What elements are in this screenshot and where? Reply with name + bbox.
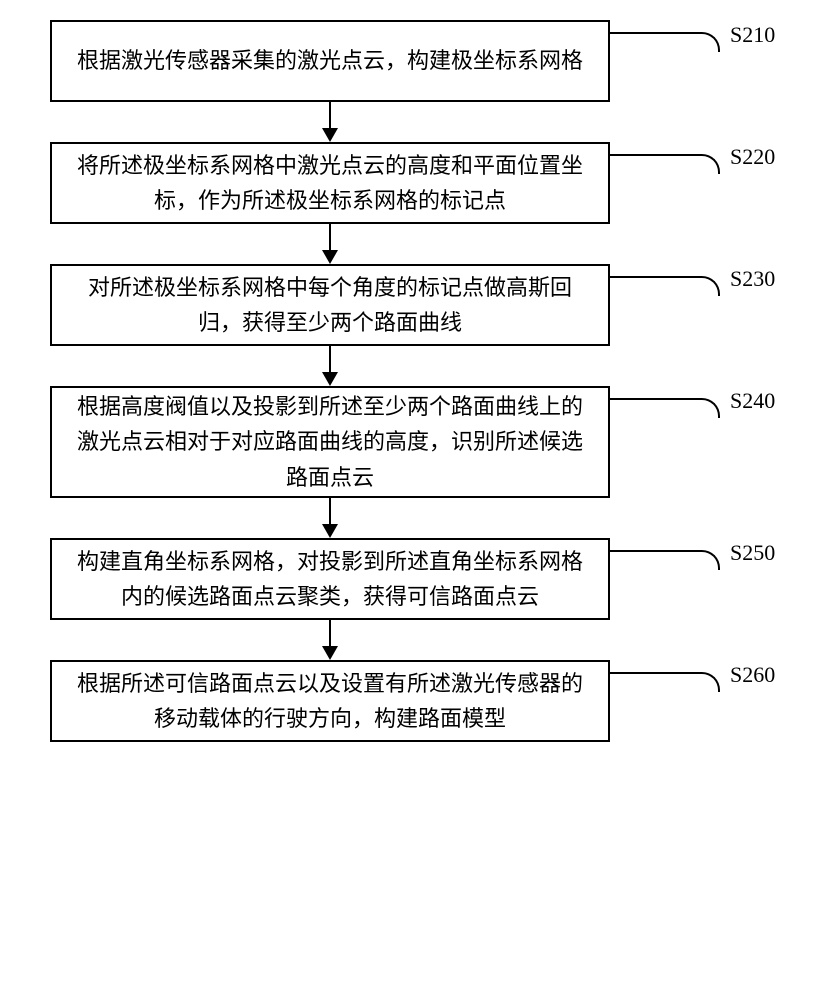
- step-box-s210: 根据激光传感器采集的激光点云，构建极坐标系网格: [50, 20, 610, 102]
- step-wrapper: 构建直角坐标系网格，对投影到所述直角坐标系网格内的候选路面点云聚类，获得可信路面…: [50, 538, 770, 620]
- flowchart-container: 根据激光传感器采集的激光点云，构建极坐标系网格 S210 将所述极坐标系网格中激…: [50, 20, 770, 742]
- step-text: 对所述极坐标系网格中每个角度的标记点做高斯回归，获得至少两个路面曲线: [72, 270, 588, 340]
- step-label-s250: S250: [730, 540, 775, 566]
- connector-line: [610, 32, 720, 52]
- step-label-s220: S220: [730, 144, 775, 170]
- arrow-wrapper: [50, 346, 610, 386]
- step-label-s260: S260: [730, 662, 775, 688]
- step-label-s210: S210: [730, 22, 775, 48]
- step-box-s260: 根据所述可信路面点云以及设置有所述激光传感器的移动载体的行驶方向，构建路面模型: [50, 660, 610, 742]
- step-label-s240: S240: [730, 388, 775, 414]
- arrow-wrapper: [50, 620, 610, 660]
- connector-line: [610, 550, 720, 570]
- arrow-down-icon: [322, 498, 338, 538]
- connector-line: [610, 398, 720, 418]
- step-text: 构建直角坐标系网格，对投影到所述直角坐标系网格内的候选路面点云聚类，获得可信路面…: [72, 544, 588, 614]
- step-wrapper: 对所述极坐标系网格中每个角度的标记点做高斯回归，获得至少两个路面曲线 S230: [50, 264, 770, 346]
- arrow-down-icon: [322, 102, 338, 142]
- connector-line: [610, 672, 720, 692]
- arrow-down-icon: [322, 346, 338, 386]
- step-text: 根据高度阀值以及投影到所述至少两个路面曲线上的激光点云相对于对应路面曲线的高度，…: [72, 389, 588, 495]
- connector-line: [610, 276, 720, 296]
- arrow-wrapper: [50, 224, 610, 264]
- step-text: 将所述极坐标系网格中激光点云的高度和平面位置坐标，作为所述极坐标系网格的标记点: [72, 148, 588, 218]
- step-box-s250: 构建直角坐标系网格，对投影到所述直角坐标系网格内的候选路面点云聚类，获得可信路面…: [50, 538, 610, 620]
- step-text: 根据激光传感器采集的激光点云，构建极坐标系网格: [77, 43, 583, 78]
- step-label-s230: S230: [730, 266, 775, 292]
- step-wrapper: 将所述极坐标系网格中激光点云的高度和平面位置坐标，作为所述极坐标系网格的标记点 …: [50, 142, 770, 224]
- arrow-down-icon: [322, 620, 338, 660]
- step-wrapper: 根据所述可信路面点云以及设置有所述激光传感器的移动载体的行驶方向，构建路面模型 …: [50, 660, 770, 742]
- connector-line: [610, 154, 720, 174]
- step-box-s230: 对所述极坐标系网格中每个角度的标记点做高斯回归，获得至少两个路面曲线: [50, 264, 610, 346]
- step-box-s220: 将所述极坐标系网格中激光点云的高度和平面位置坐标，作为所述极坐标系网格的标记点: [50, 142, 610, 224]
- arrow-wrapper: [50, 102, 610, 142]
- arrow-down-icon: [322, 224, 338, 264]
- arrow-wrapper: [50, 498, 610, 538]
- step-box-s240: 根据高度阀值以及投影到所述至少两个路面曲线上的激光点云相对于对应路面曲线的高度，…: [50, 386, 610, 498]
- step-text: 根据所述可信路面点云以及设置有所述激光传感器的移动载体的行驶方向，构建路面模型: [72, 666, 588, 736]
- step-wrapper: 根据激光传感器采集的激光点云，构建极坐标系网格 S210: [50, 20, 770, 102]
- step-wrapper: 根据高度阀值以及投影到所述至少两个路面曲线上的激光点云相对于对应路面曲线的高度，…: [50, 386, 770, 498]
